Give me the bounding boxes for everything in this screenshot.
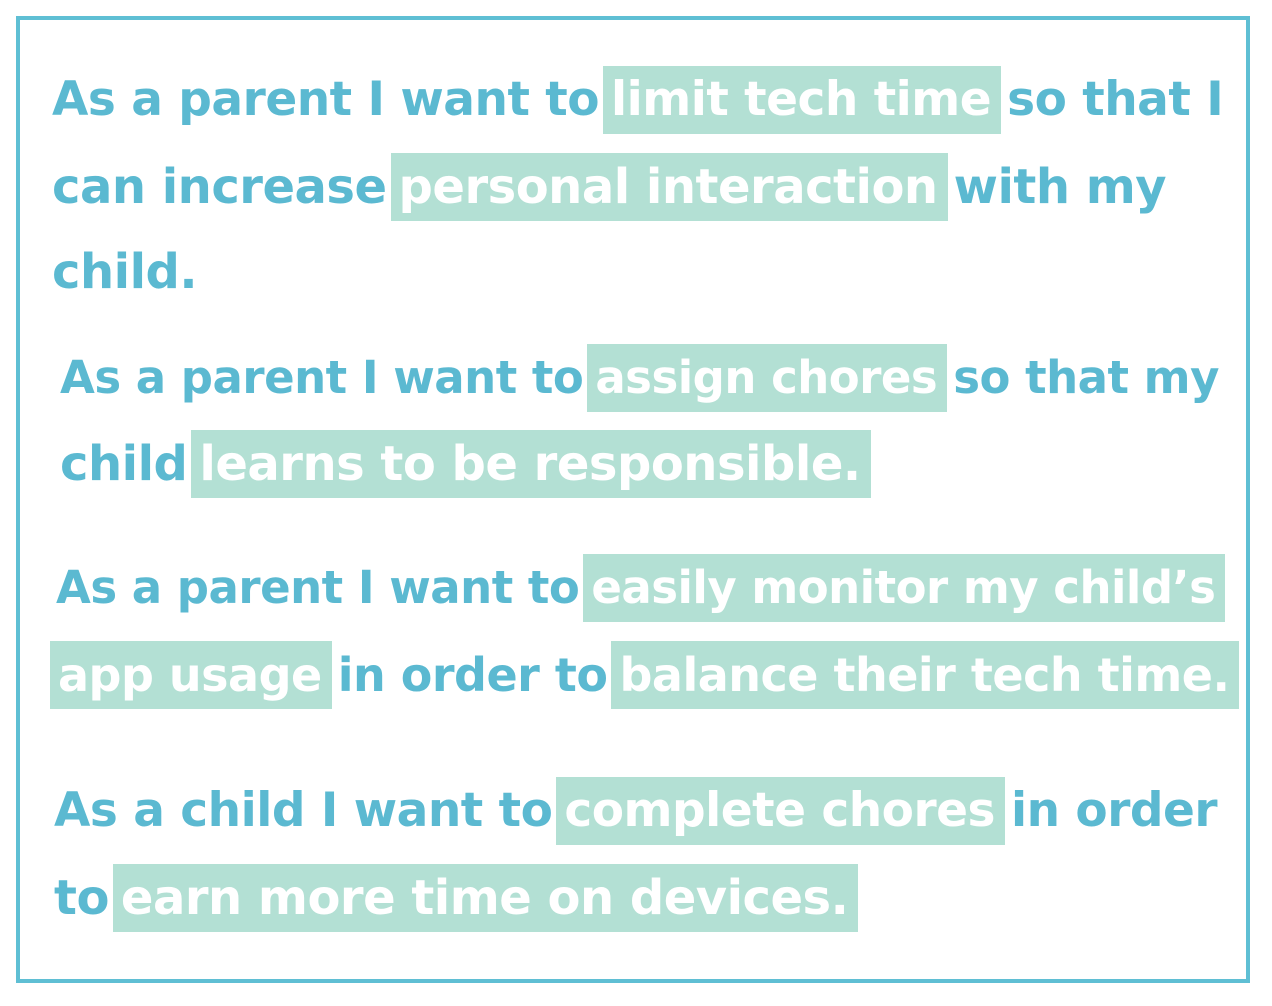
story-text: so that I [1007,72,1224,127]
user-stories-frame [16,16,1250,983]
story-highlight: learns to be responsible. [191,430,871,498]
story-highlight: limit tech time [603,66,1002,134]
story-text: can increase [52,159,387,215]
story-text: child. [52,244,198,300]
story-text: As a parent I want to [60,351,584,404]
story-2-line-2: child learns to be responsible. [60,430,871,498]
story-1-line-3: child. [52,240,201,304]
story-text: As a parent I want to [52,72,600,127]
story-highlight: personal interaction [390,153,948,221]
story-highlight: balance their tech time. [611,641,1240,709]
story-4-line-1: As a child I want to complete chores in or… [54,777,1221,845]
story-highlight: earn more time on devices. [112,864,859,932]
story-text: so that my [953,351,1219,404]
story-highlight: app usage [50,641,332,709]
story-1-line-2: can increase personal interaction with my [52,153,1170,221]
story-text: As a child I want to [54,783,553,838]
story-1-line-1: As a parent I want to limit tech time so t… [52,66,1227,134]
story-text: child [60,436,188,492]
story-text: in order [1010,783,1218,838]
story-text: in order to [337,648,608,702]
story-text: As a parent I want to [56,561,580,614]
story-highlight: easily monitor my child’s [583,554,1226,622]
story-highlight: assign chores [587,344,948,412]
story-text: with my [953,159,1167,215]
story-3-line-2: app usage in order to balance their tech t… [50,641,1240,709]
story-2-line-1: As a parent I want to assign chores so tha… [60,344,1223,412]
story-3-line-1: As a parent I want to easily monitor my c… [56,554,1226,622]
story-4-line-2: to earn more time on devices. [54,864,859,932]
story-highlight: complete chores [556,777,1005,845]
story-text: to [54,870,109,926]
